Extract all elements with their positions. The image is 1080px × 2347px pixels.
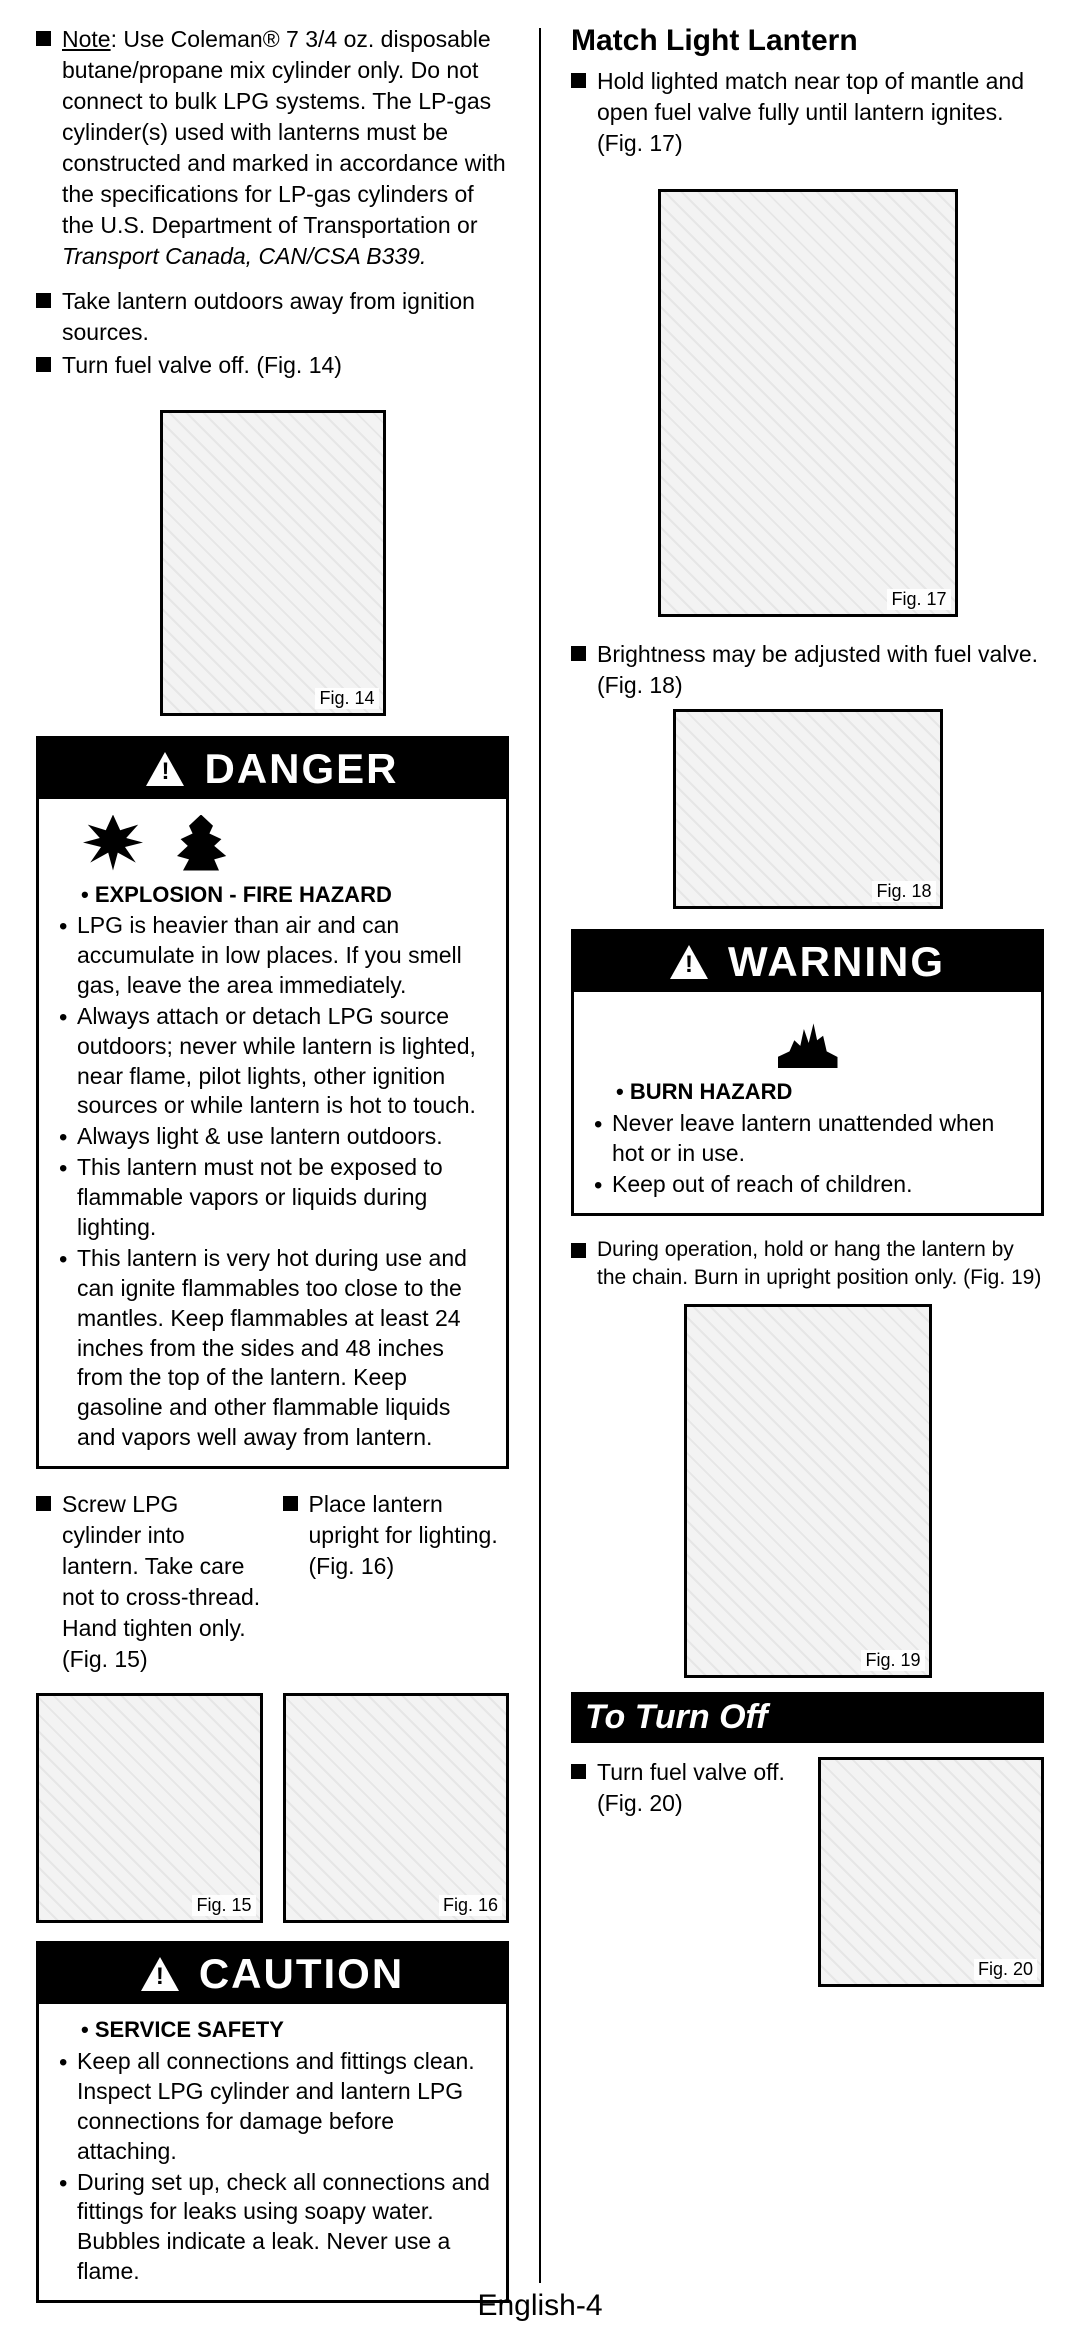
figure-caption: Fig. 19 [861, 1650, 924, 1671]
danger-header: DANGER [39, 739, 506, 799]
operation-list: During operation, hold or hang the lante… [571, 1236, 1044, 1293]
explosion-title: EXPLOSION - FIRE HAZARD [51, 881, 494, 910]
explosion-icon [83, 815, 143, 871]
screw-list: Screw LPG cylinder into lantern. Take ca… [36, 1489, 263, 1675]
place-text: Place lantern upright for lighting. (Fig… [283, 1489, 510, 1582]
figure-image-placeholder [661, 192, 955, 614]
brightness-text: Brightness may be adjusted with fuel val… [571, 639, 1044, 701]
service-bullet-list: Keep all connections and fittings clean.… [51, 2047, 494, 2287]
note-text: : Use Coleman® 7 3/4 oz. disposable buta… [62, 26, 506, 238]
warning-label: WARNING [728, 938, 945, 986]
page-footer: English-4 [0, 2289, 1080, 2323]
explosion-bullet: Always attach or detach LPG source outdo… [51, 1002, 494, 1122]
figure-image-placeholder [687, 1307, 929, 1675]
turnoff-header: To Turn Off [571, 1692, 1044, 1743]
burn-title: BURN HAZARD [586, 1078, 1029, 1107]
explosion-bullet: This lantern is very hot during use and … [51, 1244, 494, 1453]
fig20-wrap: Fig. 20 [818, 1757, 1045, 1987]
figure-caption: Fig. 18 [872, 881, 935, 902]
danger-body: EXPLOSION - FIRE HAZARD LPG is heavier t… [39, 799, 506, 1467]
figure-caption: Fig. 20 [974, 1959, 1037, 1980]
caution-header: CAUTION [39, 1944, 506, 2004]
alert-triangle-icon [141, 1957, 179, 1991]
operation-text: During operation, hold or hang the lante… [571, 1236, 1044, 1293]
right-column: Match Light Lantern Hold lighted match n… [571, 24, 1044, 2323]
burn-hand-icon [778, 1012, 838, 1068]
figure-15: Fig. 15 [36, 1693, 263, 1923]
figure-image-placeholder [163, 413, 383, 713]
turnoff-list: Turn fuel valve off. (Fig. 20) [571, 1757, 798, 1819]
figure-18: Fig. 18 [673, 709, 943, 909]
turnoff-text-wrap: Turn fuel valve off. (Fig. 20) [571, 1757, 798, 1827]
fig15-16-row: Fig. 15 Fig. 16 [36, 1693, 509, 1923]
fire-icon [171, 815, 231, 871]
turnoff-text: Turn fuel valve off. (Fig. 20) [571, 1757, 798, 1819]
figure-caption: Fig. 15 [192, 1895, 255, 1916]
place-cell: Place lantern upright for lighting. (Fig… [283, 1489, 510, 1683]
left-column: Note: Use Coleman® 7 3/4 oz. disposable … [36, 24, 509, 2323]
explosion-bullet: This lantern must not be exposed to flam… [51, 1153, 494, 1243]
service-bullet: Keep all connections and fittings clean.… [51, 2047, 494, 2167]
burn-bullet: Never leave lantern unattended when hot … [586, 1109, 1029, 1169]
fig16-wrap: Fig. 16 [283, 1693, 510, 1923]
fig15-wrap: Fig. 15 [36, 1693, 263, 1923]
caution-label: CAUTION [199, 1950, 404, 1998]
service-bullet: During set up, check all connections and… [51, 2168, 494, 2288]
burn-bullet-list: Never leave lantern unattended when hot … [586, 1109, 1029, 1200]
column-divider [539, 28, 541, 2283]
fig18-wrap: Fig. 18 [571, 709, 1044, 909]
figure-16: Fig. 16 [283, 1693, 510, 1923]
note-italic: Transport Canada, CAN/CSA B339. [62, 243, 426, 269]
warning-box: WARNING BURN HAZARD Never leave lantern … [571, 929, 1044, 1215]
hazard-icon-row [51, 807, 494, 877]
screw-cell: Screw LPG cylinder into lantern. Take ca… [36, 1489, 263, 1683]
match-light-heading: Match Light Lantern [571, 24, 1044, 58]
figure-image-placeholder [821, 1760, 1042, 1984]
step-valve-off: Turn fuel valve off. (Fig. 14) [36, 350, 509, 381]
place-list: Place lantern upright for lighting. (Fig… [283, 1489, 510, 1582]
figure-caption: Fig. 17 [887, 589, 950, 610]
page: Note: Use Coleman® 7 3/4 oz. disposable … [0, 0, 1080, 2347]
hold-list: Hold lighted match near top of mantle an… [571, 66, 1044, 159]
figure-20: Fig. 20 [818, 1757, 1045, 1987]
explosion-bullet-list: LPG is heavier than air and can accumula… [51, 911, 494, 1453]
screw-text: Screw LPG cylinder into lantern. Take ca… [36, 1489, 263, 1675]
caution-box: CAUTION SERVICE SAFETY Keep all connecti… [36, 1941, 509, 2303]
warning-body: BURN HAZARD Never leave lantern unattend… [574, 992, 1041, 1212]
fig17-wrap: Fig. 17 [571, 189, 1044, 617]
alert-triangle-icon [670, 945, 708, 979]
figure-caption: Fig. 16 [439, 1895, 502, 1916]
service-title: SERVICE SAFETY [51, 2016, 494, 2045]
warning-header: WARNING [574, 932, 1041, 992]
note-list: Note: Use Coleman® 7 3/4 oz. disposable … [36, 24, 509, 272]
hold-text: Hold lighted match near top of mantle an… [571, 66, 1044, 159]
steps-list: Take lantern outdoors away from ignition… [36, 286, 509, 381]
figure-image-placeholder [676, 712, 940, 906]
fig19-wrap: Fig. 19 [571, 1304, 1044, 1678]
step-outdoors: Take lantern outdoors away from ignition… [36, 286, 509, 348]
note-label: Note [62, 26, 111, 52]
caution-body: SERVICE SAFETY Keep all connections and … [39, 2004, 506, 2300]
danger-label: DANGER [204, 745, 398, 793]
note-item: Note: Use Coleman® 7 3/4 oz. disposable … [36, 24, 509, 272]
explosion-bullet: LPG is heavier than air and can accumula… [51, 911, 494, 1001]
explosion-bullet: Always light & use lantern outdoors. [51, 1122, 494, 1152]
figure-caption: Fig. 14 [315, 688, 378, 709]
fig14-wrap: Fig. 14 [36, 410, 509, 716]
figure-image-placeholder [39, 1696, 260, 1920]
screw-place-row: Screw LPG cylinder into lantern. Take ca… [36, 1489, 509, 1683]
burn-bullet: Keep out of reach of children. [586, 1170, 1029, 1200]
danger-box: DANGER EXPLOSION - FIRE HAZARD LPG is he… [36, 736, 509, 1470]
figure-image-placeholder [286, 1696, 507, 1920]
figure-17: Fig. 17 [658, 189, 958, 617]
alert-triangle-icon [146, 752, 184, 786]
figure-14: Fig. 14 [160, 410, 386, 716]
brightness-list: Brightness may be adjusted with fuel val… [571, 639, 1044, 701]
two-column-layout: Note: Use Coleman® 7 3/4 oz. disposable … [36, 24, 1044, 2323]
turnoff-row: Turn fuel valve off. (Fig. 20) Fig. 20 [571, 1757, 1044, 1987]
figure-19: Fig. 19 [684, 1304, 932, 1678]
burn-icon-row [586, 1000, 1029, 1074]
